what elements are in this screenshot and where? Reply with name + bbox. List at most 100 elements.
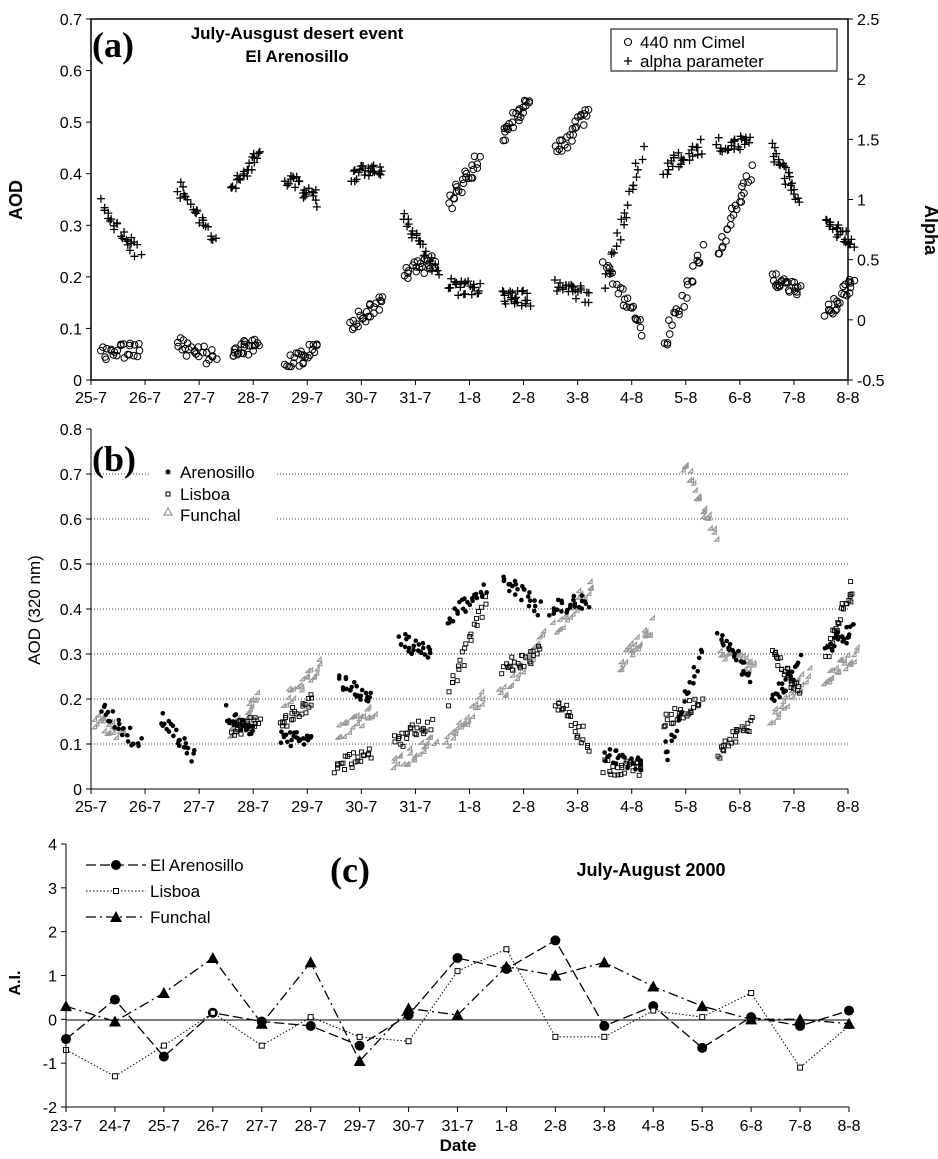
panel-b-y-tick-label: 0.1 bbox=[60, 737, 82, 754]
panel-c-x-tick-label: 2-8 bbox=[544, 1118, 567, 1135]
lisboa-marker-3-8 bbox=[602, 1034, 607, 1039]
arenosillo-point-8-6 bbox=[559, 609, 564, 614]
arenosillo-point-6-13 bbox=[468, 603, 473, 608]
lisboa-marker-31-7 bbox=[455, 969, 460, 974]
440-nm-cimel-point-13-0 bbox=[821, 313, 828, 320]
arenosillo-point-7-14 bbox=[522, 587, 527, 592]
alpha-parameter-point-10-21 bbox=[694, 151, 702, 159]
arenosillo-point-11-18 bbox=[740, 672, 745, 677]
lisboa-point-1-17 bbox=[304, 711, 308, 715]
arenosillo-point-5-12 bbox=[414, 638, 419, 643]
funchal-point-3-7 bbox=[347, 730, 351, 734]
funchal-point-8-9 bbox=[629, 641, 633, 645]
alpha-parameter-point-9-0 bbox=[601, 284, 609, 292]
440-nm-cimel-point-0-23 bbox=[136, 347, 143, 354]
funchal-marker-25-7 bbox=[158, 987, 170, 998]
funchal-point-5-16 bbox=[470, 714, 474, 718]
arenosillo-point-9-15 bbox=[626, 764, 631, 769]
arenosillo-point-0-2 bbox=[102, 704, 107, 709]
funchal-point-0-8 bbox=[102, 729, 106, 733]
arenosillo-point-10-2 bbox=[663, 739, 668, 744]
arenosillo-point-13-8 bbox=[832, 644, 837, 649]
lisboa-marker-1-8 bbox=[504, 947, 509, 952]
arenosillo-point-4-1 bbox=[337, 676, 342, 681]
lisboa-point-3-21 bbox=[425, 720, 429, 724]
440-nm-cimel-point-6-2 bbox=[449, 205, 456, 212]
funchal-point-6-10 bbox=[516, 672, 520, 676]
panel-a-x-axis: 25-7 26-7 27-7 28-7 29-7 30-7 31-7 1-8 2-8 3-8 4-8… bbox=[75, 380, 860, 407]
arenosillo-point-11-22 bbox=[746, 673, 751, 678]
arenosillo-point-12-11 bbox=[783, 677, 788, 682]
arenosillo-point-9-22 bbox=[638, 762, 643, 767]
el-arenosillo-marker-3-8 bbox=[599, 1021, 609, 1031]
alpha-parameter-point-2-1 bbox=[227, 183, 235, 191]
arenosillo-point-8-22 bbox=[583, 599, 588, 604]
lisboa-point-5-1 bbox=[500, 672, 504, 676]
alpha-parameter-point-10-23 bbox=[697, 136, 705, 144]
arenosillo-point-8-19 bbox=[580, 593, 585, 598]
funchal-point-8-3 bbox=[619, 660, 623, 664]
lisboa-point-0-8 bbox=[239, 732, 243, 736]
lisboa-marker-26-7 bbox=[210, 1010, 215, 1015]
arenosillo-point-2-13 bbox=[241, 718, 246, 723]
alpha-parameter-point-0-18 bbox=[126, 246, 134, 254]
panel-c-x-tick-label: 3-8 bbox=[593, 1118, 616, 1135]
panel-b-legend-label-funchal: Funchal bbox=[180, 506, 240, 525]
lisboa-point-8-3 bbox=[665, 718, 669, 722]
alpha-parameter-point-6-7 bbox=[452, 279, 460, 287]
funchal-point-6-2 bbox=[502, 685, 506, 689]
lisboa-point-4-18 bbox=[475, 616, 479, 620]
panel-b: 00.10.20.30.40.50.60.70.8 25-7 26-7 27-7 28… bbox=[25, 422, 860, 816]
440-nm-cimel-point-0-22 bbox=[136, 341, 143, 348]
arenosillo-point-1-19 bbox=[185, 751, 190, 756]
funchal-point-0-2 bbox=[96, 713, 100, 717]
panel-b-y-tick-label: 0.8 bbox=[60, 422, 82, 439]
panel-a-left-tick-label: 0.2 bbox=[60, 270, 82, 287]
el-arenosillo-marker-8-8 bbox=[844, 1006, 854, 1016]
440-nm-cimel-point-11-4 bbox=[719, 234, 726, 241]
panel-c-x-tick-label: 7-8 bbox=[789, 1118, 812, 1135]
panel-b-y-tick-label: 0 bbox=[73, 782, 82, 799]
panel-a-letter: (a) bbox=[92, 25, 134, 65]
arenosillo-point-1-21 bbox=[189, 759, 194, 764]
arenosillo-point-1-23 bbox=[191, 751, 196, 756]
panel-c-legend-marker-arenosillo bbox=[111, 860, 121, 870]
arenosillo-point-11-23 bbox=[748, 680, 753, 685]
arenosillo-point-9-0 bbox=[602, 750, 607, 755]
arenosillo-point-0-0 bbox=[99, 709, 104, 714]
alpha-parameter-point-9-18 bbox=[629, 182, 637, 190]
arenosillo-point-1-16 bbox=[182, 736, 187, 741]
arenosillo-point-12-7 bbox=[780, 681, 785, 686]
arenosillo-point-7-19 bbox=[533, 604, 538, 609]
panel-b-legend-dot-marker bbox=[166, 470, 171, 475]
panel-c: -2-101234 23-7 24-7 25-7 26-7 27-7 28-7 29-7 30… bbox=[7, 837, 861, 1155]
arenosillo-point-1-8 bbox=[169, 722, 174, 727]
funchal-point-7-3 bbox=[558, 617, 562, 621]
arenosillo-point-13-21 bbox=[847, 632, 852, 637]
lisboa-point-8-7 bbox=[673, 707, 677, 711]
arenosillo-point-11-12 bbox=[732, 652, 737, 657]
arenosillo-point-9-8 bbox=[614, 761, 619, 766]
panel-a-x-tick-label: 7-8 bbox=[782, 390, 805, 407]
panel-b-x-tick-label: 2-8 bbox=[512, 799, 535, 816]
alpha-parameter-point-6-22 bbox=[476, 280, 484, 288]
arenosillo-point-10-1 bbox=[665, 758, 670, 763]
panel-a-x-tick-label: 8-8 bbox=[836, 390, 859, 407]
funchal-point-7-0 bbox=[551, 620, 555, 624]
funchal-point-4-17 bbox=[422, 749, 426, 753]
lisboa-point-9-11 bbox=[734, 734, 738, 738]
arenosillo-point-6-3 bbox=[451, 619, 456, 624]
arenosillo-point-10-19 bbox=[692, 665, 697, 670]
arenosillo-point-7-8 bbox=[514, 582, 519, 587]
arenosillo-point-4-22 bbox=[368, 695, 373, 700]
arenosillo-point-13-1 bbox=[825, 645, 830, 650]
panel-a-left-tick-label: 0.3 bbox=[60, 218, 82, 235]
arenosillo-point-6-17 bbox=[474, 592, 479, 597]
panel-b-x-tick-label: 3-8 bbox=[566, 799, 589, 816]
arenosillo-point-0-13 bbox=[120, 733, 125, 738]
arenosillo-point-7-10 bbox=[515, 587, 520, 592]
arenosillo-point-5-14 bbox=[417, 642, 422, 647]
panel-c-legend-label-lisboa: Lisboa bbox=[150, 882, 201, 901]
arenosillo-point-12-18 bbox=[790, 669, 795, 674]
